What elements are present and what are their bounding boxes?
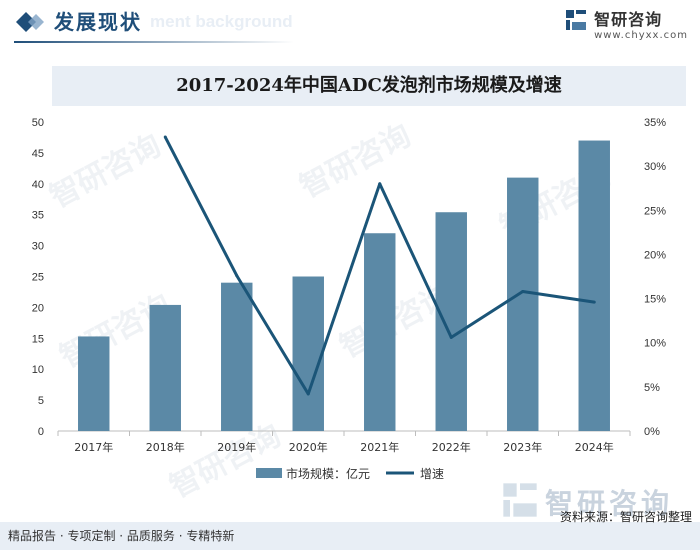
section-subtitle: ment background (150, 12, 293, 31)
bar (78, 336, 110, 431)
y-right-tick-label: 30% (644, 161, 666, 173)
legend-bar-swatch (256, 468, 282, 478)
legend-bar-label: 市场规模：亿元 (286, 466, 370, 481)
y-left-tick-label: 20 (32, 302, 44, 314)
bar (364, 233, 396, 431)
legend-line-label: 增速 (420, 467, 444, 481)
x-tick-label: 2018年 (146, 440, 185, 454)
watermark-text: 智研咨询 (294, 118, 416, 205)
line-point (521, 290, 525, 294)
x-tick-label: 2017年 (74, 440, 113, 454)
line-point (235, 274, 239, 278)
y-right-tick-label: 35% (644, 117, 666, 129)
title-underline (14, 41, 294, 43)
diamond-icon (16, 12, 44, 32)
y-axis-left: 0 5 10 15 20 25 30 35 40 45 50 (32, 117, 44, 438)
brand-name: 智研咨询 (594, 10, 663, 29)
y-right-tick-label: 15% (644, 294, 666, 306)
y-left-tick-label: 35 (32, 210, 44, 222)
y-left-tick-label: 15 (32, 333, 44, 345)
y-right-tick-label: 20% (644, 249, 666, 261)
section-header: 发展现状 ment background 智研咨询 www.chyxx.com (0, 0, 700, 44)
brand-block: 智研咨询 www.chyxx.com (564, 6, 688, 41)
y-left-tick-label: 30 (32, 241, 44, 253)
line-series (163, 135, 596, 396)
y-right-tick-label: 10% (644, 338, 666, 350)
y-left-tick-label: 0 (38, 426, 44, 438)
y-left-tick-label: 10 (32, 364, 44, 376)
y-left-tick-label: 5 (38, 395, 44, 407)
bar (292, 276, 324, 431)
x-axis: 2017年 2018年 2019年 2020年 2021年 2022年 2023年 2024年 (57, 430, 631, 454)
y-left-tick-label: 25 (32, 272, 44, 284)
bar (149, 304, 181, 431)
footer-bar (0, 522, 700, 550)
y-left-tick-label: 40 (32, 179, 44, 191)
line-point (306, 392, 310, 396)
footer-logo-icon (503, 483, 537, 517)
bar (507, 177, 539, 431)
y-left-tick-label: 50 (32, 117, 44, 129)
x-tick-label: 2023年 (503, 440, 542, 454)
bar-series (78, 140, 610, 432)
chart-title-bar (52, 66, 686, 106)
brand-url: www.chyxx.com (594, 30, 688, 41)
y-right-tick-label: 0% (644, 426, 660, 438)
bar (221, 282, 253, 431)
line-point (163, 135, 167, 139)
y-left-tick-label: 45 (32, 148, 44, 160)
y-right-tick-label: 25% (644, 205, 666, 217)
source-note: 资料来源：智研咨询整理 (559, 510, 692, 524)
line-point (592, 300, 596, 304)
brand-logo-icon (566, 10, 587, 30)
x-tick-label: 2021年 (360, 440, 399, 454)
y-axis-right: 0% 5% 10% 15% 20% 25% 30% 35% (644, 117, 666, 438)
chart-legend: 市场规模：亿元 增速 (256, 466, 444, 481)
x-tick-label: 2024年 (575, 440, 614, 454)
section-title: 发展现状 (54, 10, 142, 34)
bar (435, 212, 467, 431)
x-tick-label: 2020年 (289, 440, 328, 454)
line-point (378, 182, 382, 186)
y-right-tick-label: 5% (644, 382, 660, 394)
footer-logo-text: 智研咨询 (545, 487, 674, 520)
watermark-text: 智研咨询 (44, 128, 166, 215)
line-point (449, 335, 453, 339)
bar (578, 140, 610, 432)
x-tick-label: 2019年 (217, 440, 256, 454)
x-tick-label: 2022年 (432, 440, 471, 454)
chart-title: 2017-2024年中国ADC发泡剂市场规模及增速 (176, 75, 562, 96)
footer-services: 精品报告 · 专项定制 · 品质服务 · 专精特新 (8, 529, 235, 543)
